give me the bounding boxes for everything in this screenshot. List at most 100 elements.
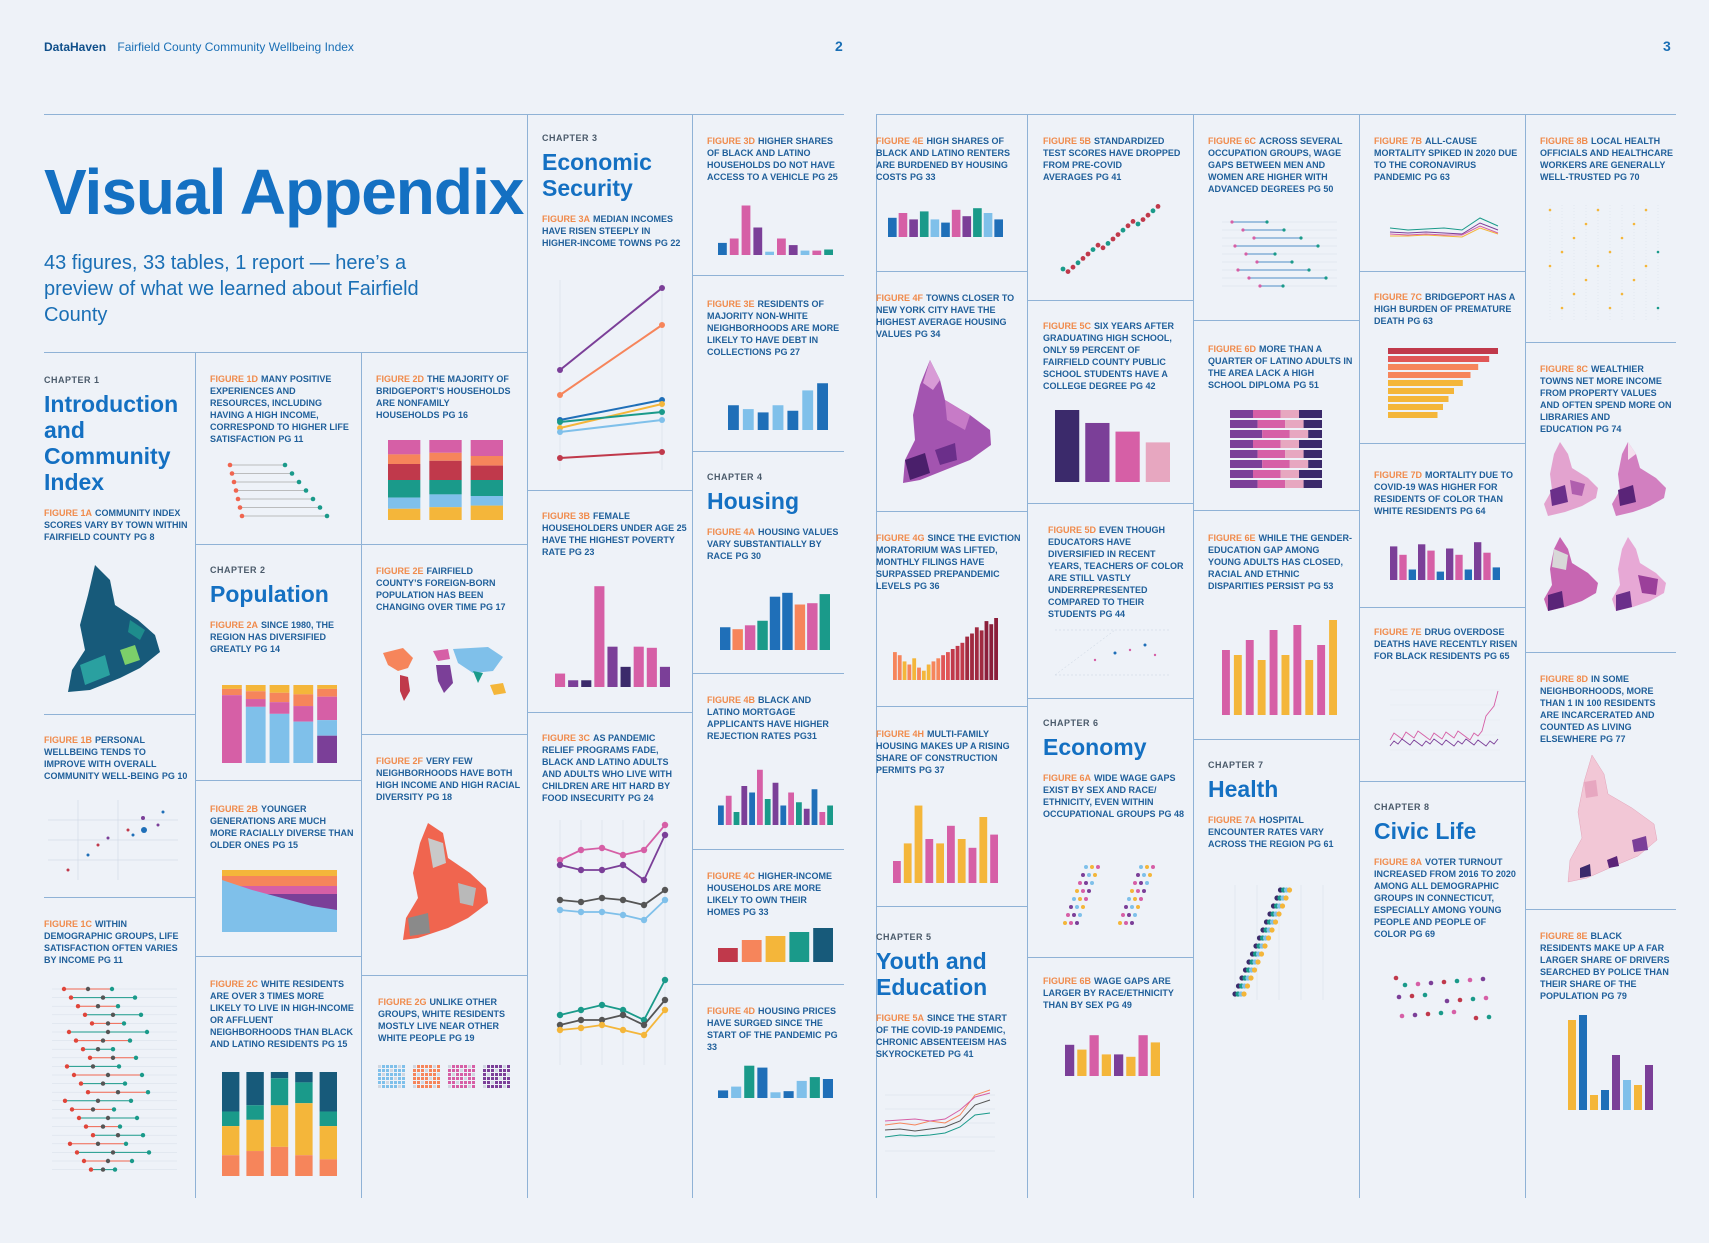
figure-7a-dot-plot [1232, 885, 1324, 1000]
bar [1436, 571, 1444, 580]
rule [195, 544, 361, 545]
stacked-segment [222, 1111, 240, 1127]
stacked-segment [429, 440, 462, 453]
figure-page: PG 27 [774, 347, 801, 357]
figure-6e-block: FIGURE 6E WHILE THE GENDER-EDUCATION GAP … [1208, 532, 1353, 592]
bar [1590, 1095, 1598, 1110]
dot [1069, 905, 1073, 909]
series-line [559, 979, 666, 1022]
figure-page: PG 16 [442, 410, 469, 420]
waffle-cell [433, 1069, 436, 1072]
figure-page: PG 33 [743, 907, 769, 917]
stacked-segment [245, 699, 266, 707]
dot [1078, 881, 1082, 885]
dot [1145, 865, 1149, 869]
stacked-segment [388, 464, 421, 480]
stacked-segment [1262, 430, 1290, 438]
bar [782, 592, 793, 650]
column-divider [692, 114, 693, 1198]
chapter-title: Population [210, 581, 329, 607]
stacked-segment [222, 1072, 240, 1112]
waffle-cell [382, 1065, 385, 1068]
waffle-cell [425, 1085, 428, 1088]
figure-6b-bar-chart [1065, 1035, 1160, 1076]
stacked-segment [246, 1119, 264, 1152]
scatter-dot [1060, 266, 1066, 272]
waffle-cell [483, 1085, 486, 1088]
series-dot [619, 1011, 627, 1019]
figure-page: PG 8 [134, 532, 155, 542]
bar [1446, 548, 1454, 580]
dumbbell-dot [115, 1090, 121, 1095]
dumbbell-dot [69, 1107, 75, 1112]
bar [607, 646, 618, 687]
bar [1388, 412, 1438, 418]
dot [1560, 306, 1564, 310]
bar [812, 250, 822, 255]
stacked-segment [222, 1155, 240, 1176]
waffle-cell [413, 1069, 416, 1072]
waffle-cell [491, 1069, 494, 1072]
waffle-cell [487, 1073, 490, 1076]
scatter-dot [1065, 269, 1071, 274]
stacked-segment [317, 688, 337, 697]
slope-dot [557, 455, 563, 461]
series-line [1389, 222, 1499, 235]
slope-dot [659, 322, 665, 328]
figure-caption: FIGURE 3D HIGHER SHARES OF BLACK AND LATI… [707, 135, 842, 183]
bar [1612, 1055, 1620, 1110]
rule [44, 714, 195, 715]
waffle-cell [382, 1077, 385, 1080]
bar [764, 799, 771, 825]
running-header: DataHaven Fairfield County Community Wel… [44, 40, 354, 54]
bar [789, 932, 810, 962]
dumbbell-dot [115, 1133, 121, 1138]
dumbbell-dot [1233, 244, 1237, 248]
stacked-segment [1303, 450, 1322, 458]
bar [1568, 1020, 1576, 1110]
chapter-label: CHAPTER 8 [1374, 802, 1430, 812]
dumbbell-dot [296, 479, 302, 485]
waffle-cell [472, 1073, 475, 1076]
stacked-segment [429, 480, 462, 495]
dumbbell-dot [105, 1029, 111, 1035]
bar [888, 217, 897, 237]
waffle-cell [464, 1085, 467, 1088]
bar [957, 839, 966, 883]
figure-number: FIGURE 5B [1043, 136, 1092, 146]
waffle-cell [433, 1073, 436, 1076]
series-line [1389, 217, 1499, 231]
bar [974, 627, 979, 680]
waffle-cell [390, 1085, 393, 1088]
stacked-segment [1257, 420, 1286, 428]
stacked-segment [1299, 470, 1322, 478]
waffle-cell [503, 1073, 506, 1076]
dumbbell-dot [231, 479, 237, 485]
dumbbell-dot [1273, 252, 1277, 256]
figure-number: FIGURE 4H [876, 729, 925, 739]
scatter-dot [1085, 251, 1091, 257]
scatter-dot [1480, 976, 1486, 982]
stacked-segment [1308, 430, 1322, 438]
figure-caption: FIGURE 2B YOUNGER GENERATIONS ARE MUCH MO… [210, 803, 355, 851]
stacked-segment [1253, 440, 1281, 448]
dumbbell-dot [1241, 228, 1245, 232]
rule [361, 975, 527, 976]
series-line [1389, 225, 1499, 236]
stacked-segment [246, 1151, 264, 1176]
dot [1087, 873, 1091, 877]
dumbbell-dot [112, 1167, 118, 1172]
figure-page: PG 10 [161, 771, 188, 781]
scatter-dot [1120, 227, 1126, 233]
dot [1148, 873, 1152, 877]
figure-page: PG 37 [919, 765, 945, 775]
series-dot [661, 886, 669, 894]
bar [794, 604, 806, 650]
scatter-dot [1100, 245, 1106, 251]
scatter-dot [1399, 1013, 1405, 1019]
waffle-cell [456, 1085, 459, 1088]
dumbbell-dot [100, 1124, 106, 1129]
rule [876, 511, 1027, 512]
figure-4h-bar-chart [893, 805, 998, 883]
figure-1d-block: FIGURE 1D MANY POSITIVE EXPERIENCES AND R… [210, 373, 355, 445]
